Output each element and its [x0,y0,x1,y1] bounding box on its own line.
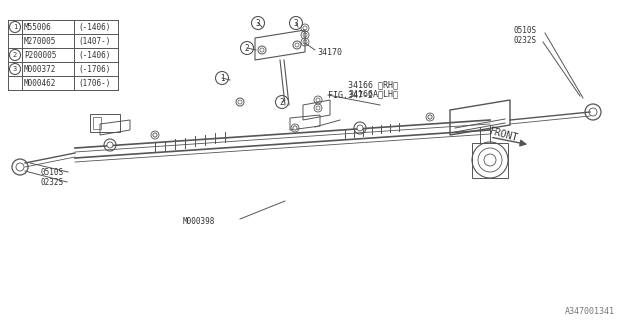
Text: M000372: M000372 [24,65,56,74]
Text: 34166A〈LH〉: 34166A〈LH〉 [348,90,398,99]
Text: M55006: M55006 [24,22,52,31]
Text: FRONT: FRONT [488,126,519,144]
Circle shape [295,43,299,47]
Bar [93,117,101,129]
Circle shape [107,142,113,148]
Text: 0232S: 0232S [40,178,63,187]
Text: 0510S: 0510S [40,167,63,177]
Text: 34170: 34170 [317,47,342,57]
Circle shape [293,126,297,130]
Text: 2: 2 [280,98,284,107]
Text: 3: 3 [294,19,298,28]
Text: M000462: M000462 [24,78,56,87]
Text: 2: 2 [13,52,17,58]
Circle shape [428,115,432,119]
Text: 1: 1 [13,24,17,30]
Text: 2: 2 [244,44,250,52]
Text: 3: 3 [256,19,260,28]
Text: P200005: P200005 [24,51,56,60]
Text: (-1406): (-1406) [78,51,110,60]
Circle shape [357,125,363,131]
Text: FIG.347-2: FIG.347-2 [328,91,373,100]
Text: 0232S: 0232S [513,36,536,44]
Text: M270005: M270005 [24,36,56,45]
Circle shape [153,133,157,137]
Text: A347001341: A347001341 [565,308,615,316]
Bar [472,143,508,178]
Text: (-1706): (-1706) [78,65,110,74]
Text: 0510S: 0510S [513,26,536,35]
Text: 1: 1 [220,74,224,83]
Text: M000398: M000398 [183,217,216,226]
Text: (-1406): (-1406) [78,22,110,31]
Text: (1407-): (1407-) [78,36,110,45]
Bar [90,114,120,132]
Text: (1706-): (1706-) [78,78,110,87]
Text: 3: 3 [13,66,17,72]
Circle shape [260,48,264,52]
Text: 34166 〈RH〉: 34166 〈RH〉 [348,81,398,90]
